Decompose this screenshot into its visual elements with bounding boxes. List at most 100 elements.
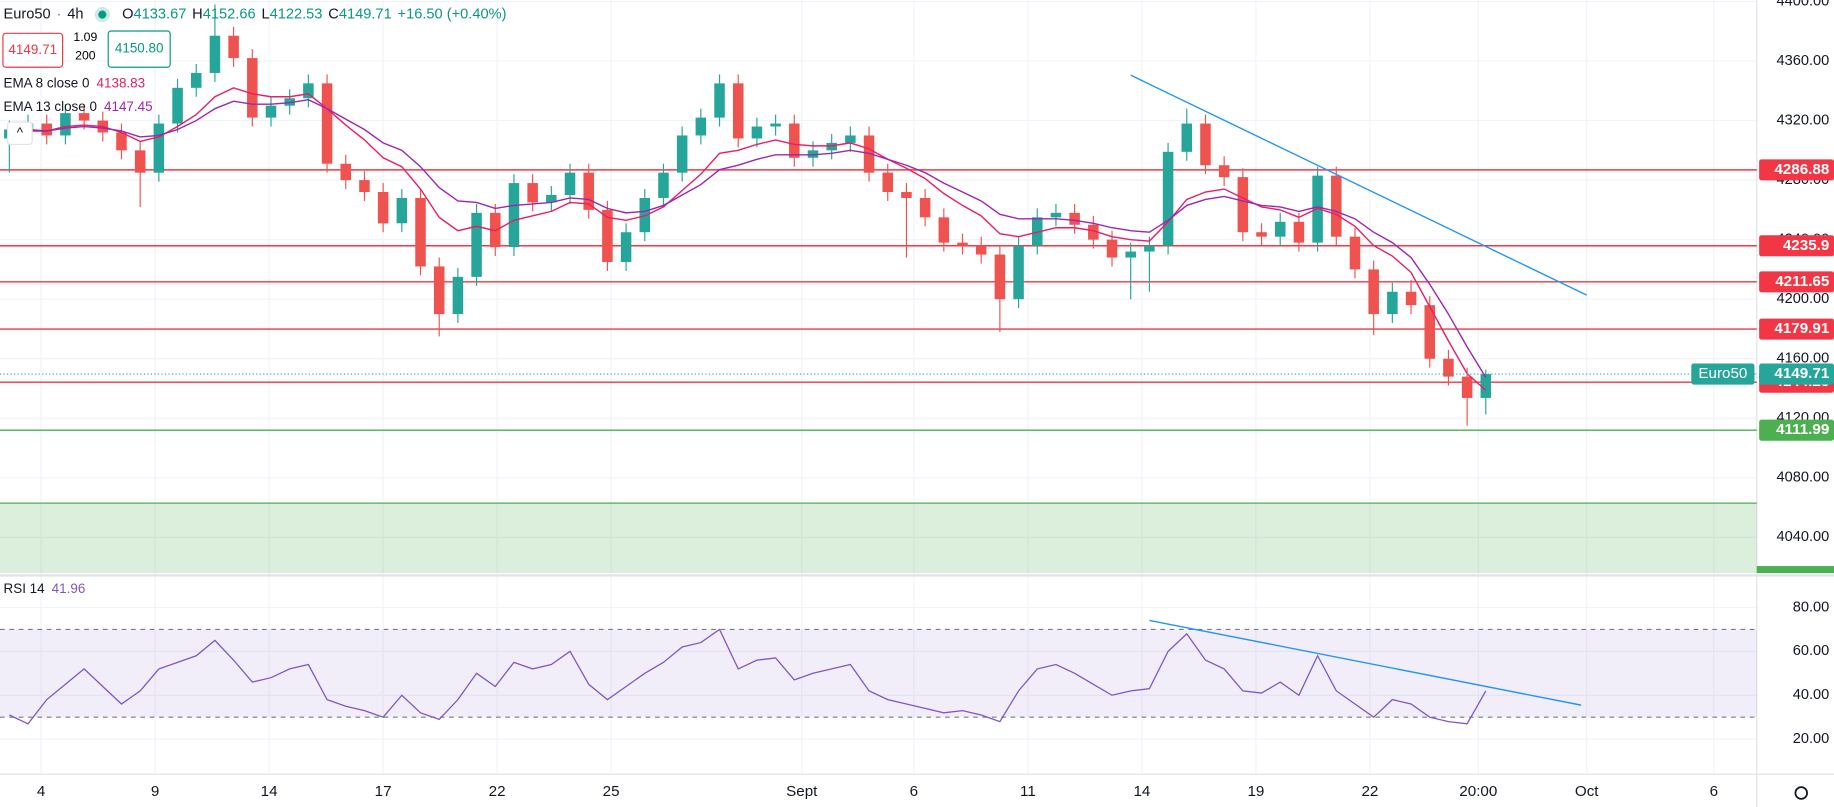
candle-body xyxy=(1106,239,1118,258)
candle-body xyxy=(415,197,426,267)
rsi-name: RSI 14 xyxy=(3,582,45,597)
quantity[interactable]: 200 xyxy=(75,49,96,64)
candle-body xyxy=(901,192,912,198)
candle-body xyxy=(1349,236,1361,270)
candle-body xyxy=(340,163,352,181)
level-label: 4111.99 xyxy=(1776,421,1829,438)
candle-body xyxy=(583,172,594,210)
ema13-legend[interactable]: EMA 13 close 0 4147.45 xyxy=(4,101,153,115)
y-tick-label: 80.00 xyxy=(1793,599,1830,615)
symbol-box xyxy=(1691,363,1755,385)
candle-body xyxy=(321,83,333,164)
candle-body xyxy=(919,197,931,218)
sell-button[interactable]: 4149.71 xyxy=(2,32,64,68)
support-zone-axis xyxy=(1756,566,1834,574)
candle-body xyxy=(975,245,987,255)
high-label: H xyxy=(192,5,203,23)
level-label: 4286.88 xyxy=(1774,161,1829,178)
trendline xyxy=(1130,74,1588,296)
candle-body xyxy=(433,266,445,315)
x-tick-label: 6 xyxy=(910,783,918,800)
x-tick-label: 25 xyxy=(603,783,620,800)
support-zone xyxy=(0,503,1757,574)
buy-button[interactable]: 4150.80 xyxy=(107,30,171,68)
level-label: 4211.65 xyxy=(1775,273,1830,290)
candle-body xyxy=(265,105,277,118)
y-tick-label: 4160.00 xyxy=(1777,351,1830,367)
last-price-label: 4149.71 xyxy=(1774,365,1829,382)
candle-body xyxy=(1144,245,1155,252)
symbol-legend[interactable]: Euro50 · 4h O 4133.67 H 4152.66 L 4122.53 C… xyxy=(4,6,507,22)
candle-body xyxy=(770,123,781,127)
candle-body xyxy=(508,183,520,248)
rsi-trendline xyxy=(1149,619,1582,706)
level-label-box xyxy=(1759,318,1834,340)
level-label-box xyxy=(1759,235,1834,257)
x-tick-label: 4 xyxy=(37,783,45,800)
x-tick-label: 19 xyxy=(1247,783,1264,800)
x-tick-label: 14 xyxy=(1133,783,1150,800)
candle-body xyxy=(1387,291,1398,315)
change: +16.50 (+0.40%) xyxy=(397,5,507,23)
candle-body xyxy=(695,117,707,136)
x-tick-label: 22 xyxy=(489,783,506,800)
close-value: 4149.71 xyxy=(338,5,392,23)
collapse-button[interactable]: ^ xyxy=(7,121,33,146)
interval: 4h xyxy=(67,5,84,23)
candle-body xyxy=(658,172,669,198)
candle-body xyxy=(359,180,370,193)
spread: 1.09 xyxy=(73,30,98,45)
candle-body xyxy=(1461,376,1473,398)
candle-body xyxy=(303,83,314,99)
candle-body xyxy=(546,194,557,203)
candle-body xyxy=(1200,123,1211,166)
x-tick-label: 20:00 xyxy=(1459,783,1497,800)
candle-body xyxy=(1368,269,1379,315)
candle-body xyxy=(1443,358,1454,377)
candle-body xyxy=(1069,212,1080,225)
close-label: C xyxy=(328,5,339,23)
x-tick-label: 14 xyxy=(261,783,278,800)
x-tick-label: 17 xyxy=(375,783,392,800)
candle-body xyxy=(1424,305,1435,359)
rsi-legend[interactable]: RSI 14 41.96 xyxy=(4,582,86,596)
candle-body xyxy=(284,98,295,106)
candle-body xyxy=(452,276,464,315)
level-label-box xyxy=(1759,271,1834,293)
candle-body xyxy=(78,113,90,121)
ema-line xyxy=(9,87,1487,391)
settings-button[interactable] xyxy=(1794,786,1808,800)
candle-body xyxy=(1050,212,1062,218)
candle-body xyxy=(1125,251,1136,258)
candle-body xyxy=(471,212,482,277)
candle-body xyxy=(377,192,389,224)
candle-body xyxy=(882,172,894,193)
candle-body xyxy=(676,135,688,173)
candle-body xyxy=(620,232,632,262)
open-label: O xyxy=(122,5,134,23)
level-label: 4179.91 xyxy=(1774,320,1829,337)
candle-body xyxy=(1274,221,1286,237)
rsi-line xyxy=(9,628,1487,725)
candle-body xyxy=(527,183,538,203)
candle-body xyxy=(564,172,576,195)
candle-body xyxy=(41,123,52,136)
x-tick-label: 22 xyxy=(1361,783,1378,800)
candle-body xyxy=(863,135,875,173)
level-label-box xyxy=(1759,159,1834,181)
y-tick-label: 4360.00 xyxy=(1777,53,1830,69)
y-tick-label: 40.00 xyxy=(1793,687,1830,703)
candle-body xyxy=(396,197,408,224)
ema8-legend[interactable]: EMA 8 close 0 4138.83 xyxy=(4,77,146,91)
open-value: 4133.67 xyxy=(133,5,187,23)
y-tick-label: 4080.00 xyxy=(1777,470,1830,486)
candle-body xyxy=(134,150,146,173)
x-tick-label: 9 xyxy=(151,783,159,800)
candle-body xyxy=(228,35,239,59)
candle-body xyxy=(1181,123,1193,152)
x-tick-label: Oct xyxy=(1575,783,1599,800)
symbol-label: Euro50 xyxy=(1698,365,1747,382)
level-label: 4235.9 xyxy=(1783,237,1829,254)
